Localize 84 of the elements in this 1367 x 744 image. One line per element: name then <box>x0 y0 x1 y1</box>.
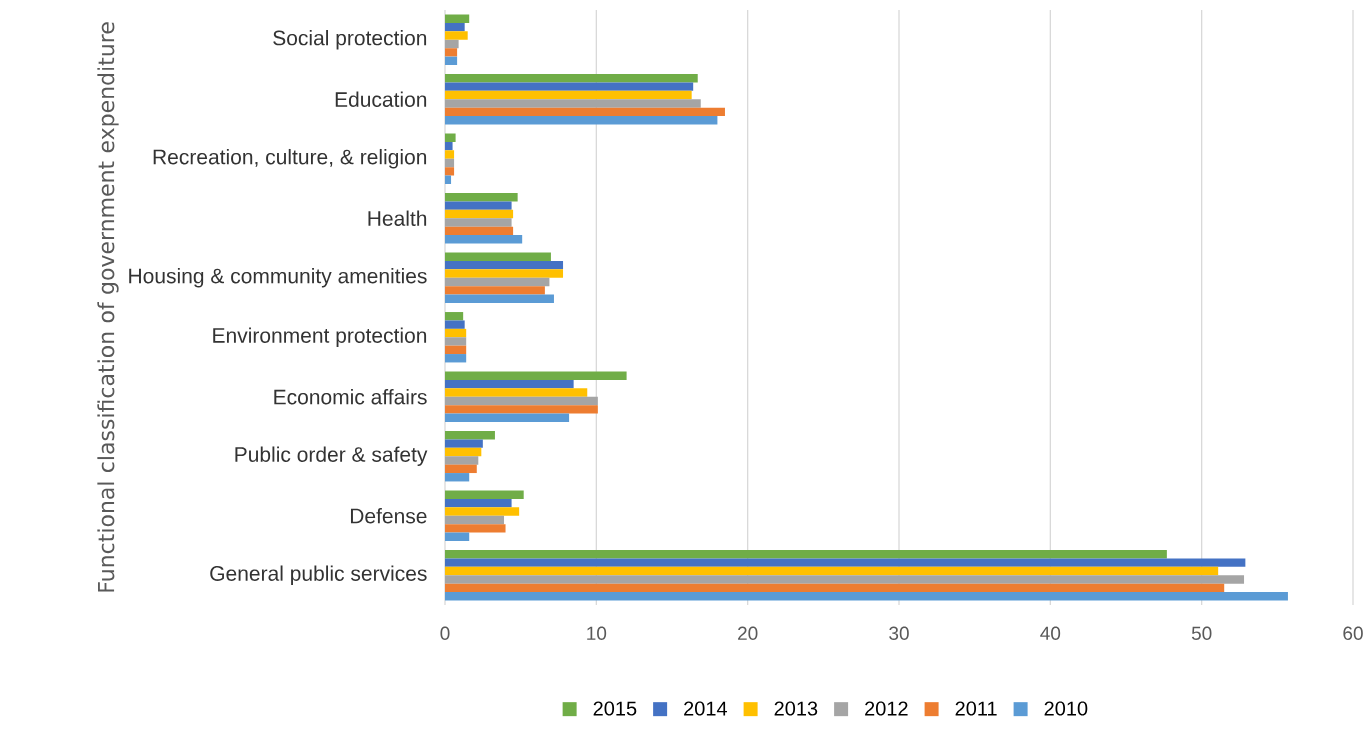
bar <box>445 515 505 525</box>
bar <box>445 498 512 508</box>
bar <box>445 99 701 108</box>
y-tick-label: General public services <box>210 565 427 586</box>
bar <box>445 592 1288 601</box>
bar <box>445 439 483 448</box>
bar <box>445 82 694 91</box>
bar <box>445 116 718 125</box>
bar <box>445 286 545 295</box>
bar <box>445 473 470 482</box>
bar <box>445 150 455 159</box>
x-tick-label: 10 <box>587 626 607 640</box>
legend-label: 2013 <box>774 701 818 716</box>
bar <box>445 405 598 414</box>
bar <box>445 14 470 23</box>
bar <box>445 193 518 202</box>
bar <box>445 201 512 210</box>
y-tick-label: Defense <box>350 508 427 524</box>
y-tick-label: Education <box>335 91 427 107</box>
bar <box>445 277 550 287</box>
bar <box>445 312 464 321</box>
bar <box>445 107 725 117</box>
bar <box>445 175 452 184</box>
bar <box>445 456 479 465</box>
bar <box>445 388 588 397</box>
bar <box>445 558 1246 567</box>
bar <box>445 328 467 338</box>
bar <box>445 90 692 100</box>
bar <box>445 354 467 363</box>
bar <box>445 158 455 168</box>
bar <box>445 235 523 244</box>
bar <box>445 379 574 389</box>
y-tick-label: Health <box>368 210 427 226</box>
legend-label: 2014 <box>684 701 728 716</box>
bar <box>445 566 1219 576</box>
legend-label: 2012 <box>865 701 908 716</box>
legend-label: 2010 <box>1044 701 1088 716</box>
bar <box>445 141 453 151</box>
bar <box>445 550 1167 559</box>
y-tick-label: Environment protection <box>213 327 427 348</box>
x-tick-label: 30 <box>889 626 909 640</box>
bar <box>445 371 627 380</box>
bar <box>445 337 467 346</box>
bar <box>445 413 570 422</box>
bar <box>445 532 470 541</box>
bar <box>445 447 482 457</box>
x-tick-label: 20 <box>738 626 758 640</box>
bar <box>445 524 506 533</box>
bar <box>445 396 598 406</box>
bar <box>445 583 1225 593</box>
bar <box>445 252 551 261</box>
bar <box>445 226 514 236</box>
bar <box>445 507 520 516</box>
bar <box>445 431 495 440</box>
x-tick-label: 40 <box>1040 626 1061 640</box>
bar <box>445 56 458 65</box>
legend-label: 2015 <box>593 701 637 716</box>
bar <box>445 31 468 40</box>
bar <box>445 269 564 278</box>
bar <box>445 464 477 474</box>
bar <box>445 490 524 499</box>
bar <box>445 74 698 83</box>
bar <box>445 575 1245 584</box>
y-tick-label: Recreation, culture, & religion <box>153 148 427 169</box>
x-tick-label: 60 <box>1343 626 1363 640</box>
y-tick-label: Housing & community amenities <box>129 267 427 288</box>
y-axis-title: Functional classification of government expenditure <box>97 22 119 592</box>
bar <box>445 133 456 142</box>
bar <box>445 320 465 329</box>
bar <box>445 260 564 270</box>
legend-label: 2011 <box>955 701 997 716</box>
bar <box>445 22 465 32</box>
y-tick-label: Social protection <box>273 29 427 50</box>
bar <box>445 294 554 303</box>
x-tick-label: 50 <box>1191 626 1212 640</box>
y-tick-label: Economic affairs <box>274 389 427 405</box>
bar <box>445 48 458 57</box>
bar <box>445 209 514 219</box>
x-tick-label: 0 <box>440 626 450 640</box>
bar <box>445 39 459 49</box>
bar <box>445 167 455 176</box>
bar <box>445 345 467 355</box>
y-tick-label: Public order & safety <box>235 446 428 467</box>
bar <box>445 218 512 227</box>
